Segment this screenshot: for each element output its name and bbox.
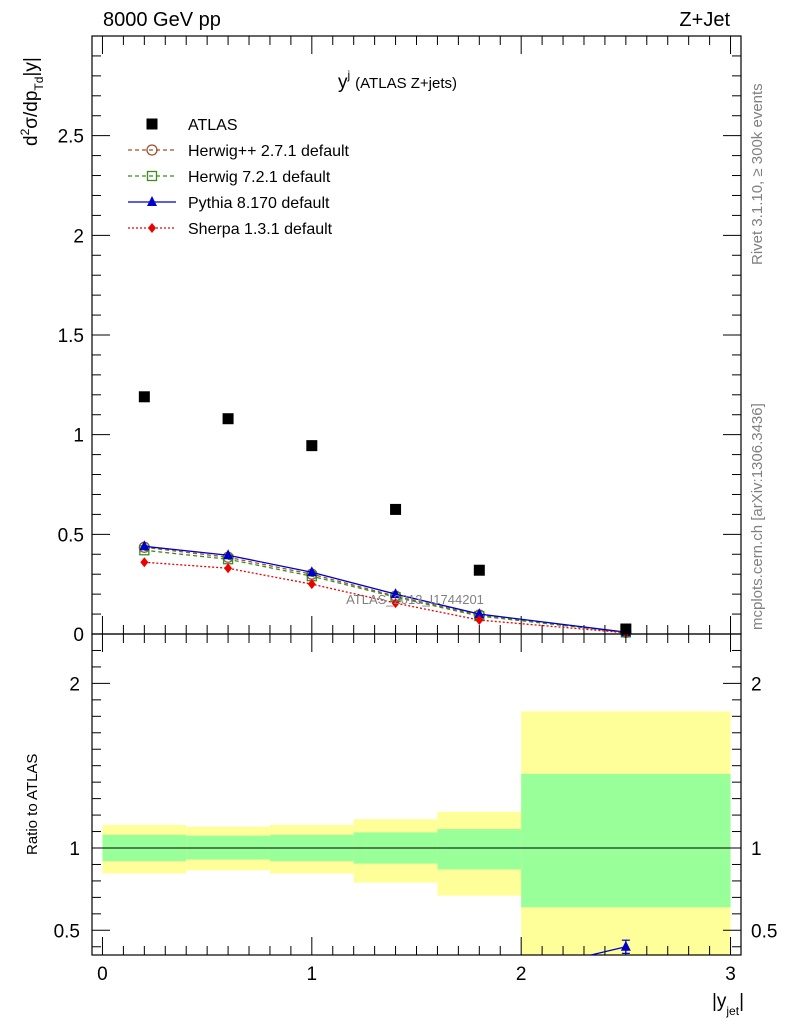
main-y-axis-label: d2σ/dpTd|y| xyxy=(18,57,46,146)
ratio-line-pythia-8-170-default xyxy=(590,946,627,956)
data-point-sherpa-1-3-1-default xyxy=(224,563,233,574)
analysis-watermark: ATLAS_2013_I1744201 xyxy=(346,592,484,607)
x-axis-label: |yjet| xyxy=(712,991,744,1018)
series-line-sherpa-1-3-1-default xyxy=(144,561,626,634)
data-point-sherpa-1-3-1-default xyxy=(391,598,400,609)
series-line-herwig-7-2-1-default xyxy=(144,549,626,634)
series-line-herwig-2-7-1-default xyxy=(144,546,626,634)
data-point-atlas xyxy=(222,413,234,425)
header-left: 8000 GeV pp xyxy=(103,9,221,31)
legend-label-pythia-8-170-default: Pythia 8.170 default xyxy=(188,195,330,212)
chart-title-sup: j xyxy=(347,68,351,82)
data-point-atlas xyxy=(306,440,318,452)
main-y-tick-label: 0.5 xyxy=(58,525,84,546)
legend-label-herwig-7-2-1-default: Herwig 7.2.1 default xyxy=(188,169,331,186)
data-point-atlas xyxy=(473,564,485,576)
chart-title: yj (ATLAS Z+jets) xyxy=(338,68,457,93)
data-point-pythia-8-170-default xyxy=(390,588,401,599)
data-point-sherpa-1-3-1-default xyxy=(307,579,316,590)
series-line-pythia-8-170-default xyxy=(144,545,626,633)
stat-uncertainty-band-4 xyxy=(437,829,522,870)
ratio-panel: 0 1 2 3 0.5 0.5 1 1 2 2 xyxy=(54,633,777,985)
rivet-label: Rivet 3.1.10, ≥ 300k events xyxy=(749,83,766,265)
ratio-y-tick-label-right: 0.5 xyxy=(751,921,777,942)
x-tick-label: 2 xyxy=(516,964,527,985)
legend-label-herwig-2-7-1-default: Herwig++ 2.7.1 default xyxy=(188,143,350,160)
ratio-y-tick-label: 0.5 xyxy=(54,921,80,942)
main-y-tick-label: 2 xyxy=(73,226,84,247)
ratio-y-tick-label-right: 2 xyxy=(751,674,762,695)
legend-marker-atlas xyxy=(146,118,158,130)
main-y-tick-label: 1.5 xyxy=(58,326,84,347)
legend-marker-herwig-2-7-1-default xyxy=(146,144,158,156)
data-point-atlas xyxy=(620,623,632,635)
data-point-sherpa-1-3-1-default xyxy=(475,615,484,626)
ratio-point-pythia-8-170-default xyxy=(620,940,631,951)
data-point-pythia-8-170-default xyxy=(306,566,317,577)
data-point-pythia-8-170-default xyxy=(139,540,150,551)
data-point-sherpa-1-3-1-default xyxy=(140,557,149,568)
data-point-pythia-8-170-default xyxy=(474,608,485,619)
main-panel: 0.5 1 1.5 2 2.5 0 ATLAS Herwig++ 2.7.1 default H… xyxy=(58,35,742,646)
main-y-tick-label: 1 xyxy=(73,426,84,447)
data-point-atlas xyxy=(138,391,150,403)
ratio-y-tick-label-right: 1 xyxy=(751,839,762,860)
mcplots-label: mcplots.cern.ch [arXiv:1306.3436] xyxy=(749,403,766,630)
data-point-atlas xyxy=(390,503,402,515)
x-tick-label: 0 xyxy=(97,964,108,985)
main-y-tick-label: 2.5 xyxy=(58,127,84,148)
x-tick-label: 1 xyxy=(307,964,318,985)
header-right: Z+Jet xyxy=(679,9,730,31)
legend-label-sherpa-1-3-1-default: Sherpa 1.3.1 default xyxy=(188,221,333,238)
ratio-y-tick-label: 2 xyxy=(69,674,80,695)
data-point-pythia-8-170-default xyxy=(223,549,234,560)
ratio-y-tick-label: 1 xyxy=(69,839,80,860)
legend-marker-herwig-7-2-1-default xyxy=(146,170,158,182)
chart-title-suffix: (ATLAS Z+jets) xyxy=(355,75,457,92)
main-y-tick-label: 0 xyxy=(73,625,84,646)
stat-uncertainty-band-5 xyxy=(521,773,731,908)
legend-marker-pythia-8-170-default xyxy=(147,196,157,206)
legend-marker-sherpa-1-3-1-default xyxy=(148,223,156,233)
chart-title-main: y xyxy=(338,72,348,93)
legend-label-atlas: ATLAS xyxy=(188,117,238,134)
x-tick-label: 3 xyxy=(725,964,736,985)
ratio-y-axis-label: Ratio to ATLAS xyxy=(24,754,41,855)
